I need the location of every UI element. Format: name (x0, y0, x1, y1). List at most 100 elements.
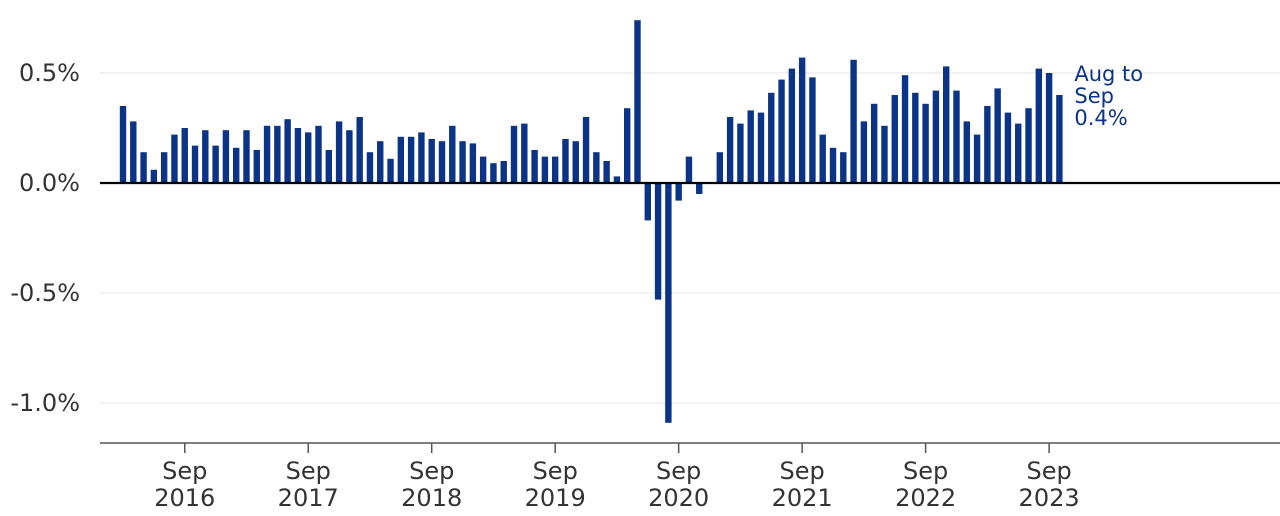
last-value-annotation: Aug to Sep 0.4% (1074, 62, 1149, 130)
x-tick-month: Sep (1026, 457, 1071, 485)
x-tick-month: Sep (533, 457, 578, 485)
bar (994, 88, 1001, 183)
x-tick-year: 2018 (401, 484, 462, 512)
bar (932, 90, 940, 183)
bars (119, 20, 1063, 423)
grid-lines (100, 72, 1280, 404)
bar (551, 156, 559, 183)
bar (521, 123, 528, 183)
bar (150, 169, 158, 183)
bar (202, 130, 209, 183)
annotation-line-3: 0.4% (1074, 106, 1127, 130)
y-tick-label: -1.0% (10, 389, 80, 417)
bar (778, 79, 785, 183)
bar (593, 152, 600, 183)
x-tick-month: Sep (656, 457, 701, 485)
bar (541, 156, 549, 183)
bar (829, 147, 837, 183)
x-tick-year: 2023 (1019, 484, 1080, 512)
bar (181, 128, 188, 183)
bar (819, 134, 826, 183)
bar (912, 92, 919, 183)
bar (943, 66, 950, 183)
bar (253, 150, 260, 183)
bar (366, 152, 374, 183)
bar (479, 156, 487, 183)
bar (624, 108, 631, 183)
bar (860, 121, 868, 183)
bar (963, 121, 970, 183)
bar (1015, 123, 1022, 183)
y-axis-tick-labels: 0.5% 0.0% -0.5% -1.0% (10, 59, 80, 417)
bar (263, 125, 271, 183)
x-tick-month: Sep (903, 457, 948, 485)
bar (572, 141, 579, 183)
x-tick-year: 2016 (154, 484, 215, 512)
x-tick-month: Sep (780, 457, 825, 485)
bar (737, 123, 744, 183)
bar (973, 134, 981, 183)
bar (490, 163, 497, 183)
bar (284, 119, 291, 183)
bar (891, 95, 898, 183)
bar (387, 158, 394, 183)
bar (356, 117, 363, 183)
bar (1025, 108, 1032, 183)
x-tick-year: 2021 (772, 484, 833, 512)
bar (140, 152, 147, 183)
y-tick-label: 0.5% (19, 59, 80, 87)
bar (922, 103, 929, 183)
bar (500, 161, 507, 183)
bar (315, 125, 322, 183)
bar (768, 92, 775, 183)
bar (335, 121, 343, 183)
bar (644, 183, 651, 221)
bar (881, 125, 888, 183)
bar (1056, 95, 1063, 183)
bar (274, 125, 281, 183)
bar (984, 106, 991, 183)
bar (675, 183, 682, 201)
y-tick-label: -0.5% (10, 279, 80, 307)
bar (531, 150, 538, 183)
bar (716, 152, 724, 183)
bar (788, 68, 796, 183)
bar (850, 59, 857, 183)
x-tick-month: Sep (286, 457, 331, 485)
bar (232, 147, 240, 183)
annotation-line-1: Aug to (1074, 62, 1143, 86)
x-tick-year: 2020 (648, 484, 709, 512)
bar (603, 161, 610, 183)
bar (870, 103, 878, 183)
bar (562, 139, 569, 183)
bar (747, 110, 754, 183)
bar (901, 75, 909, 183)
bar (438, 141, 446, 183)
bar (685, 156, 693, 183)
bar (449, 125, 456, 183)
bar (1035, 68, 1043, 183)
bar (222, 130, 230, 183)
bar (160, 152, 168, 183)
bar (1004, 112, 1012, 183)
annotation-line-2: Sep (1074, 84, 1114, 108)
x-tick-month: Sep (162, 457, 207, 485)
bar (377, 141, 384, 183)
bar (243, 130, 250, 183)
bar (305, 132, 312, 183)
bar (325, 150, 332, 183)
bar (953, 90, 960, 183)
bar (757, 112, 765, 183)
bar (130, 121, 137, 183)
x-tick-year: 2022 (895, 484, 956, 512)
bar (212, 145, 219, 183)
bar (428, 139, 435, 183)
bar (726, 117, 734, 183)
bar (418, 132, 425, 183)
bar (171, 134, 178, 183)
bar (191, 145, 199, 183)
bar (407, 136, 415, 183)
bar (397, 136, 405, 183)
bar (696, 183, 703, 194)
